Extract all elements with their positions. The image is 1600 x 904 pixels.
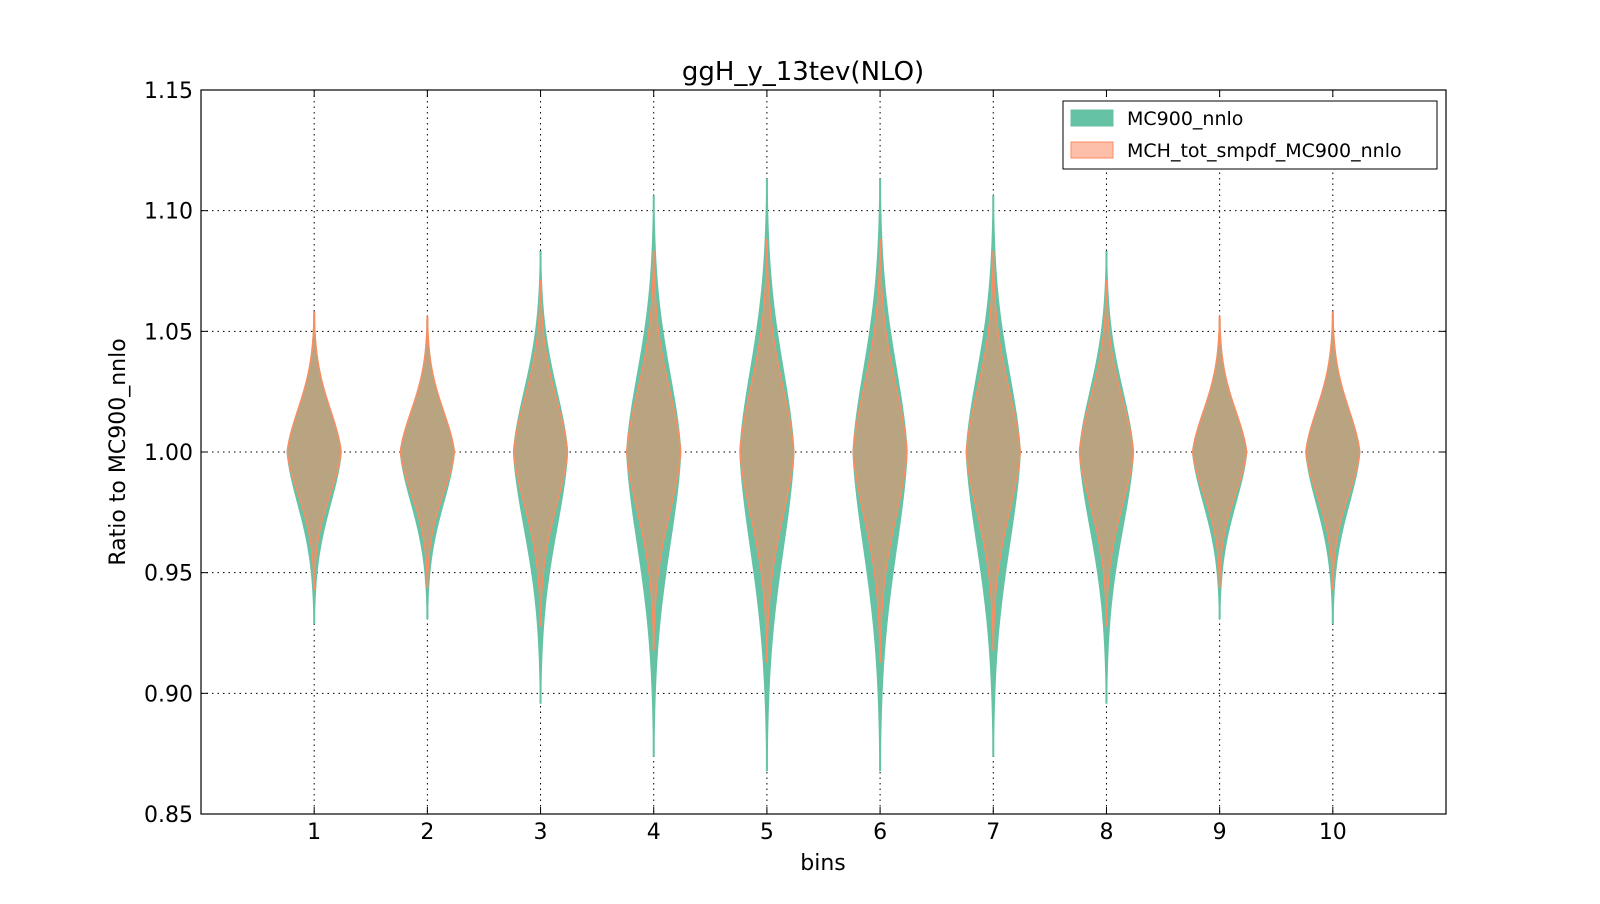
violin-mch-bin-9	[1191, 316, 1248, 588]
x-axis-label: bins	[800, 851, 845, 876]
x-tick-label: 2	[420, 820, 434, 845]
y-axis-label: Ratio to MC900_nnlo	[106, 338, 131, 565]
x-tick-label: 4	[647, 820, 661, 845]
tick-layer: 0.85 0.90 0.95 1.00 1.05 1.10 1.15 1 2 3 4 5 6 7 8 9 10	[144, 79, 1446, 845]
violin-layer	[286, 178, 1361, 772]
legend-frame	[1062, 100, 1438, 170]
x-tick-label: 1	[307, 820, 321, 845]
y-tick-label: 1.10	[144, 200, 193, 225]
x-tick-label: 6	[873, 820, 887, 845]
y-tick-label: 0.85	[144, 803, 193, 828]
y-tick-label: 1.00	[144, 441, 193, 466]
violin-mch-bin-4	[626, 250, 682, 651]
legend: MC900_nnlo MCH_tot_smpdf_MC900_nnlo	[1062, 100, 1438, 170]
x-tick-label: 3	[534, 820, 548, 845]
y-tick-label: 1.15	[144, 79, 193, 104]
y-tick-label: 1.05	[144, 320, 193, 345]
grid-layer	[201, 90, 1446, 814]
x-tick-label: 8	[1099, 820, 1113, 845]
y-tick-label: 0.90	[144, 682, 193, 707]
violin-mch-bin-1	[286, 311, 342, 591]
x-tick-label: 10	[1319, 820, 1347, 845]
violin-mch-bin-2	[399, 316, 456, 588]
x-tick-label: 5	[760, 820, 774, 845]
legend-label-mch: MCH_tot_smpdf_MC900_nnlo	[1127, 140, 1402, 162]
x-tick-label: 9	[1213, 820, 1227, 845]
violin-mch-bin-8	[1078, 279, 1135, 627]
legend-swatch-mc900	[1070, 109, 1114, 127]
x-tick-label: 7	[986, 820, 1000, 845]
chart-title: ggH_y_13tev(NLO)	[682, 57, 924, 87]
violin-mch-bin-6	[852, 238, 908, 663]
violin-mch-bin-7	[965, 250, 1021, 651]
violin-mch-bin-3	[512, 279, 569, 627]
violin-mch-bin-10	[1305, 311, 1361, 591]
legend-label-mc900: MC900_nnlo	[1127, 108, 1243, 130]
legend-swatch-mch	[1070, 141, 1114, 159]
y-tick-label: 0.95	[144, 562, 193, 587]
violin-mch-bin-5	[739, 238, 795, 663]
